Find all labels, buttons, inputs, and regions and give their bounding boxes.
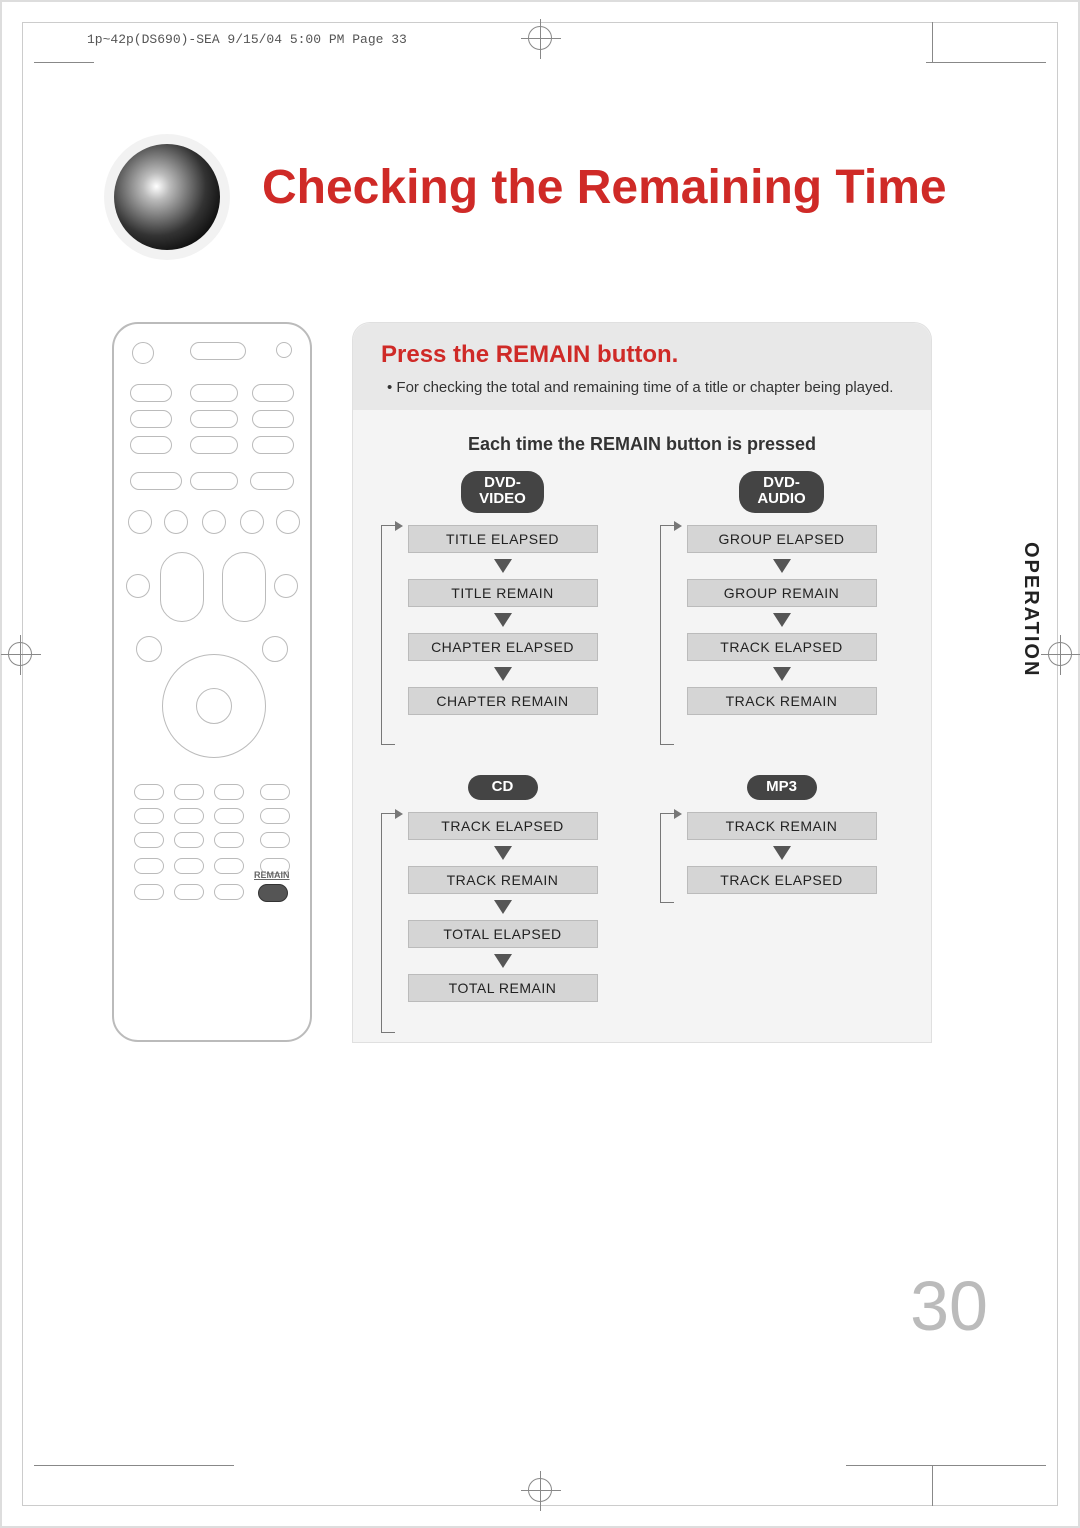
down-arrow-icon — [773, 846, 791, 860]
instruction-panel: Press the REMAIN button. For checking th… — [352, 322, 932, 1043]
panel-description: For checking the total and remaining tim… — [381, 377, 903, 398]
flow-step: TRACK ELAPSED — [408, 812, 598, 840]
registration-mark — [1048, 642, 1072, 666]
crop-mark — [34, 1465, 234, 1466]
flow-step: GROUP REMAIN — [687, 579, 877, 607]
down-arrow-icon — [494, 613, 512, 627]
down-arrow-icon — [773, 667, 791, 681]
panel-subheading: Each time the REMAIN button is pressed — [353, 434, 931, 455]
flow-step: TITLE REMAIN — [408, 579, 598, 607]
flow-step: TOTAL REMAIN — [408, 974, 598, 1002]
running-header: 1p~42p(DS690)-SEA 9/15/04 5:00 PM Page 3… — [87, 32, 407, 47]
crop-mark — [34, 62, 94, 63]
flow-step: CHAPTER ELAPSED — [408, 633, 598, 661]
crop-mark — [932, 22, 933, 62]
flow-step: TOTAL ELAPSED — [408, 920, 598, 948]
flow-step: TITLE ELAPSED — [408, 525, 598, 553]
registration-mark — [8, 642, 32, 666]
page-title: Checking the Remaining Time — [262, 160, 947, 215]
down-arrow-icon — [494, 954, 512, 968]
registration-mark — [528, 1478, 552, 1502]
flow-mp3: MP3 TRACK REMAIN TRACK ELAPSED — [662, 775, 901, 1003]
format-pill: CD — [468, 775, 538, 801]
down-arrow-icon — [494, 900, 512, 914]
flow-dvd-video: DVD- VIDEO TITLE ELAPSED TITLE REMAIN CH… — [383, 471, 622, 715]
flow-step: TRACK ELAPSED — [687, 866, 877, 894]
crop-mark — [932, 1466, 933, 1506]
down-arrow-icon — [773, 613, 791, 627]
title-row: Checking the Remaining Time — [72, 102, 1018, 272]
format-pill: MP3 — [747, 775, 817, 801]
registration-mark — [528, 26, 552, 50]
format-pill: DVD- VIDEO — [461, 471, 544, 513]
flow-step: TRACK REMAIN — [408, 866, 598, 894]
down-arrow-icon — [494, 846, 512, 860]
speaker-graphic — [72, 102, 242, 272]
flow-step: TRACK REMAIN — [687, 812, 877, 840]
flow-step: CHAPTER REMAIN — [408, 687, 598, 715]
panel-heading: Press the REMAIN button. — [381, 341, 903, 369]
flow-cd: CD TRACK ELAPSED TRACK REMAIN TOTAL ELAP… — [383, 775, 622, 1003]
flow-step: TRACK REMAIN — [687, 687, 877, 715]
remote-illustration: REMAIN — [112, 322, 312, 1042]
remain-button-label: REMAIN — [254, 870, 290, 880]
crop-mark — [846, 1465, 1046, 1466]
flow-step: TRACK ELAPSED — [687, 633, 877, 661]
flow-dvd-audio: DVD- AUDIO GROUP ELAPSED GROUP REMAIN TR… — [662, 471, 901, 715]
flow-step: GROUP ELAPSED — [687, 525, 877, 553]
crop-mark — [926, 62, 1046, 63]
down-arrow-icon — [494, 559, 512, 573]
down-arrow-icon — [494, 667, 512, 681]
page-number: 30 — [910, 1266, 988, 1346]
section-tab: OPERATION — [1019, 542, 1042, 677]
remain-button[interactable] — [258, 884, 288, 902]
down-arrow-icon — [773, 559, 791, 573]
format-pill: DVD- AUDIO — [739, 471, 823, 513]
